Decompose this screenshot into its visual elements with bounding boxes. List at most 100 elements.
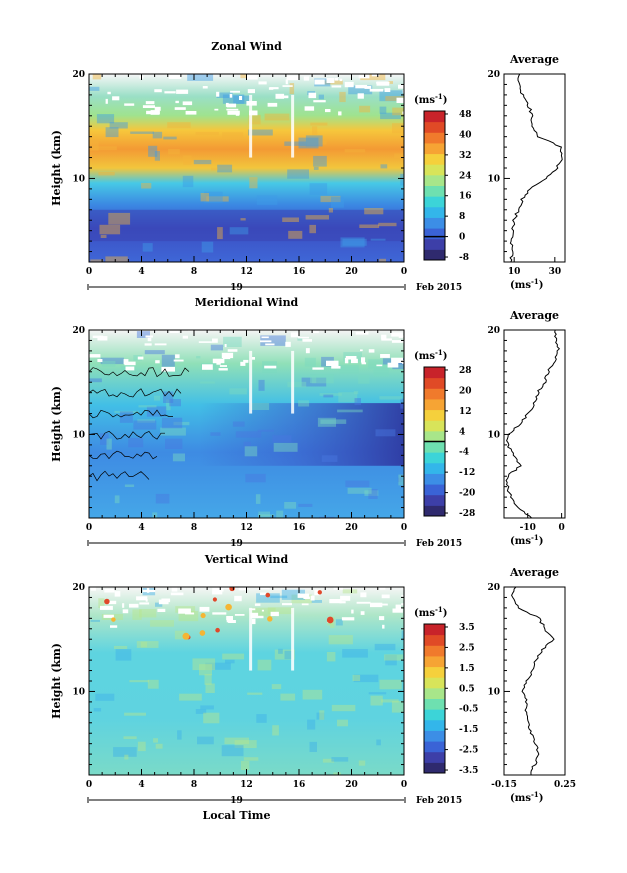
data-gap — [227, 110, 240, 115]
data-gap — [226, 103, 237, 108]
heatmap-patch — [196, 356, 201, 359]
data-gap — [395, 604, 401, 610]
profile-unit: (ms-1) — [510, 533, 543, 547]
heatmap-patch — [381, 699, 399, 703]
heatmap-patch — [255, 494, 261, 504]
colorbar-segment — [424, 687, 445, 699]
data-gap — [125, 366, 135, 371]
heatmap-patch — [385, 96, 404, 101]
data-gap — [261, 336, 269, 339]
heatmap-patch — [257, 429, 274, 432]
data-gap — [340, 595, 351, 601]
heatmap-patch — [165, 438, 183, 449]
data-gap — [329, 599, 342, 604]
data-gap — [398, 84, 404, 89]
data-gap — [345, 356, 357, 360]
heatmap-patch — [304, 140, 327, 145]
colorbar-unit: (ms-1) — [414, 605, 447, 619]
data-gap — [268, 87, 274, 90]
x-tick-label: 8 — [191, 267, 197, 277]
data-gap — [282, 95, 289, 99]
heatmap-patch — [203, 712, 220, 724]
colorbar-tick-label: -12 — [459, 468, 475, 478]
date-label: Feb 2015 — [416, 283, 462, 293]
x-tick-label: 16 — [293, 523, 306, 533]
data-gap — [235, 113, 240, 116]
data-gap-column — [291, 350, 295, 414]
heatmap-patch — [251, 607, 276, 617]
data-gap — [147, 337, 152, 342]
heatmap-patch — [291, 594, 313, 604]
profile-y-tick-label: 20 — [487, 326, 500, 336]
data-gap — [341, 617, 355, 621]
x-tick-label: 0 — [401, 267, 407, 277]
y-tick-label: 10 — [72, 687, 85, 697]
data-gap — [214, 108, 219, 111]
heatmap-patch — [364, 490, 379, 496]
data-gap — [380, 354, 390, 358]
heatmap-patch — [155, 602, 163, 607]
data-gap — [171, 587, 178, 592]
heatmap-patch — [251, 403, 270, 410]
heatmap-hotspot — [215, 627, 220, 633]
heatmap-patch — [368, 489, 378, 499]
heatmap-patch — [379, 106, 387, 114]
data-gap — [260, 592, 267, 596]
colorbar-segment — [424, 494, 445, 506]
data-gap — [252, 357, 255, 360]
heatmap-patch — [360, 74, 386, 81]
profile-x-tick-label: -0.15 — [491, 780, 517, 790]
heatmap-patch — [370, 695, 383, 706]
heatmap-patch — [335, 619, 343, 626]
colorbar-segment — [424, 730, 445, 742]
heatmap-patch — [179, 693, 202, 701]
heatmap-patch — [98, 172, 115, 176]
heatmap-hotspot — [200, 613, 206, 619]
heatmap-patch — [278, 648, 283, 654]
x-tick-label: 16 — [293, 780, 306, 790]
y-axis-label: Height (km) — [50, 386, 63, 462]
data-gap — [239, 96, 243, 100]
heatmap-patch — [183, 155, 192, 165]
heatmap-patch — [174, 630, 186, 640]
zero-contour — [89, 430, 165, 440]
day-label: 19 — [230, 283, 243, 293]
heatmap-patch — [284, 141, 307, 146]
heatmap-patch — [244, 446, 258, 457]
colorbar-unit: (ms-1) — [414, 348, 447, 362]
heatmap-patch — [200, 193, 209, 202]
colorbar-segment — [424, 505, 445, 517]
heatmap-patch — [100, 234, 107, 238]
data-gap — [107, 91, 111, 95]
heatmap-patch — [232, 421, 245, 427]
heatmap-patch — [248, 129, 273, 136]
data-gap — [282, 85, 293, 87]
colorbar-segment — [424, 762, 445, 774]
data-gap — [339, 601, 346, 604]
heatmap-patch — [109, 122, 128, 129]
colorbar-segment — [424, 217, 445, 229]
colorbar-tick-label: -0.5 — [459, 705, 478, 715]
data-gap — [123, 359, 129, 365]
heatmap-patch — [339, 91, 346, 103]
heatmap-patch — [353, 674, 379, 683]
heatmap-patch — [108, 212, 131, 225]
heatmap-patch — [319, 393, 342, 396]
data-gap — [351, 609, 354, 614]
heatmap-patch — [309, 741, 317, 752]
day-label: 19 — [230, 539, 243, 549]
profile-unit: (ms-1) — [510, 277, 543, 291]
data-gap — [92, 335, 104, 338]
heatmap-patch — [216, 92, 233, 98]
heatmap-patch — [249, 177, 258, 189]
heatmap-patch — [280, 693, 296, 701]
colorbar-tick-label: 48 — [459, 110, 472, 120]
heatmap-patch — [129, 680, 149, 683]
data-gap — [105, 600, 117, 605]
x-tick-label: 0 — [86, 267, 92, 277]
data-gap — [312, 330, 319, 334]
data-gap — [238, 587, 247, 591]
colorbar-tick-label: -20 — [459, 489, 475, 499]
profile-y-tick-label: 10 — [487, 687, 500, 697]
x-tick-label: 0 — [401, 523, 407, 533]
